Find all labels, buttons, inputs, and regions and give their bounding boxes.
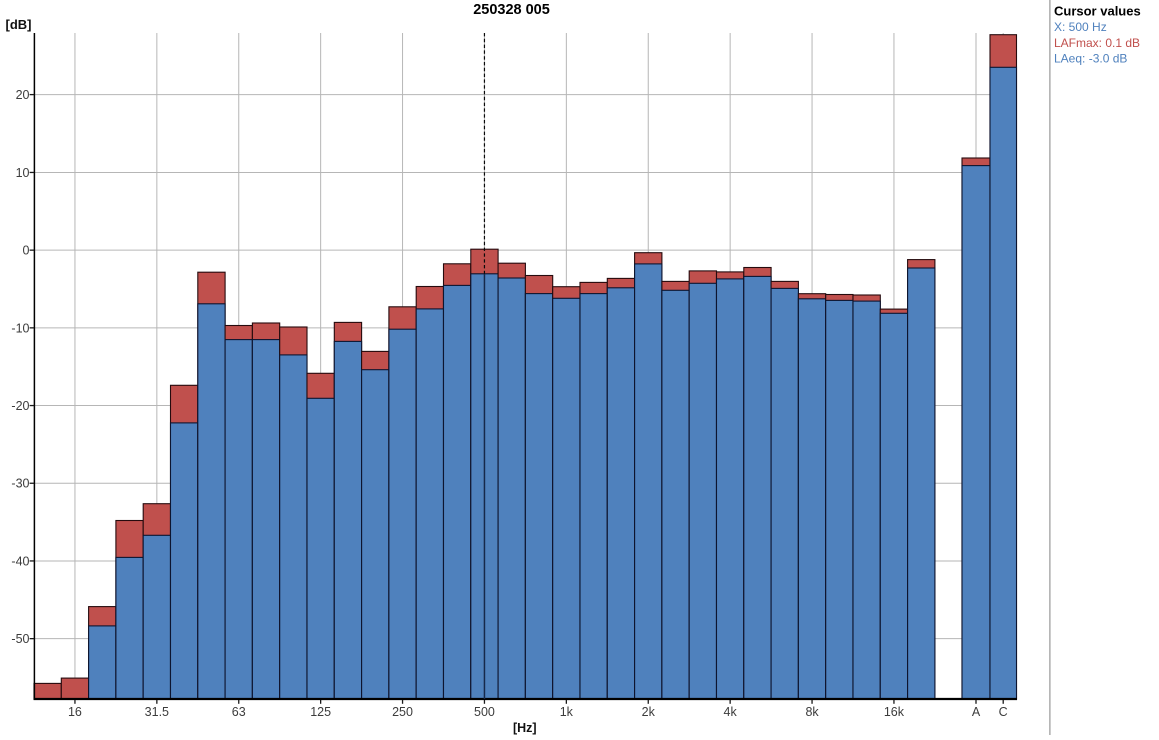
svg-text:250: 250 xyxy=(392,705,413,719)
svg-text:Cursor values: Cursor values xyxy=(1054,4,1141,19)
svg-text:LAeq: -3.0 dB: LAeq: -3.0 dB xyxy=(1054,51,1127,65)
svg-text:250328 005: 250328 005 xyxy=(473,2,550,18)
svg-text:A: A xyxy=(972,705,981,719)
svg-text:63: 63 xyxy=(232,705,246,719)
svg-text:C: C xyxy=(999,705,1008,719)
svg-text:20: 20 xyxy=(16,88,30,102)
svg-text:0: 0 xyxy=(23,244,30,258)
svg-text:8k: 8k xyxy=(805,705,819,719)
svg-text:-40: -40 xyxy=(11,554,29,568)
svg-text:-50: -50 xyxy=(11,632,29,646)
svg-text:[dB]: [dB] xyxy=(6,17,32,32)
svg-text:X: 500 Hz: X: 500 Hz xyxy=(1054,20,1107,34)
svg-text:10: 10 xyxy=(16,166,30,180)
svg-text:[Hz]: [Hz] xyxy=(513,721,537,735)
svg-text:16k: 16k xyxy=(884,705,905,719)
svg-text:125: 125 xyxy=(310,705,331,719)
svg-text:-20: -20 xyxy=(11,399,29,413)
svg-text:2k: 2k xyxy=(642,705,656,719)
svg-text:31.5: 31.5 xyxy=(145,705,169,719)
svg-text:1k: 1k xyxy=(560,705,574,719)
svg-text:4k: 4k xyxy=(724,705,738,719)
svg-text:LAFmax: 0.1 dB: LAFmax: 0.1 dB xyxy=(1054,36,1140,50)
svg-text:-10: -10 xyxy=(11,321,29,335)
svg-text:16: 16 xyxy=(68,705,82,719)
svg-text:500: 500 xyxy=(474,705,495,719)
svg-text:-30: -30 xyxy=(11,477,29,491)
